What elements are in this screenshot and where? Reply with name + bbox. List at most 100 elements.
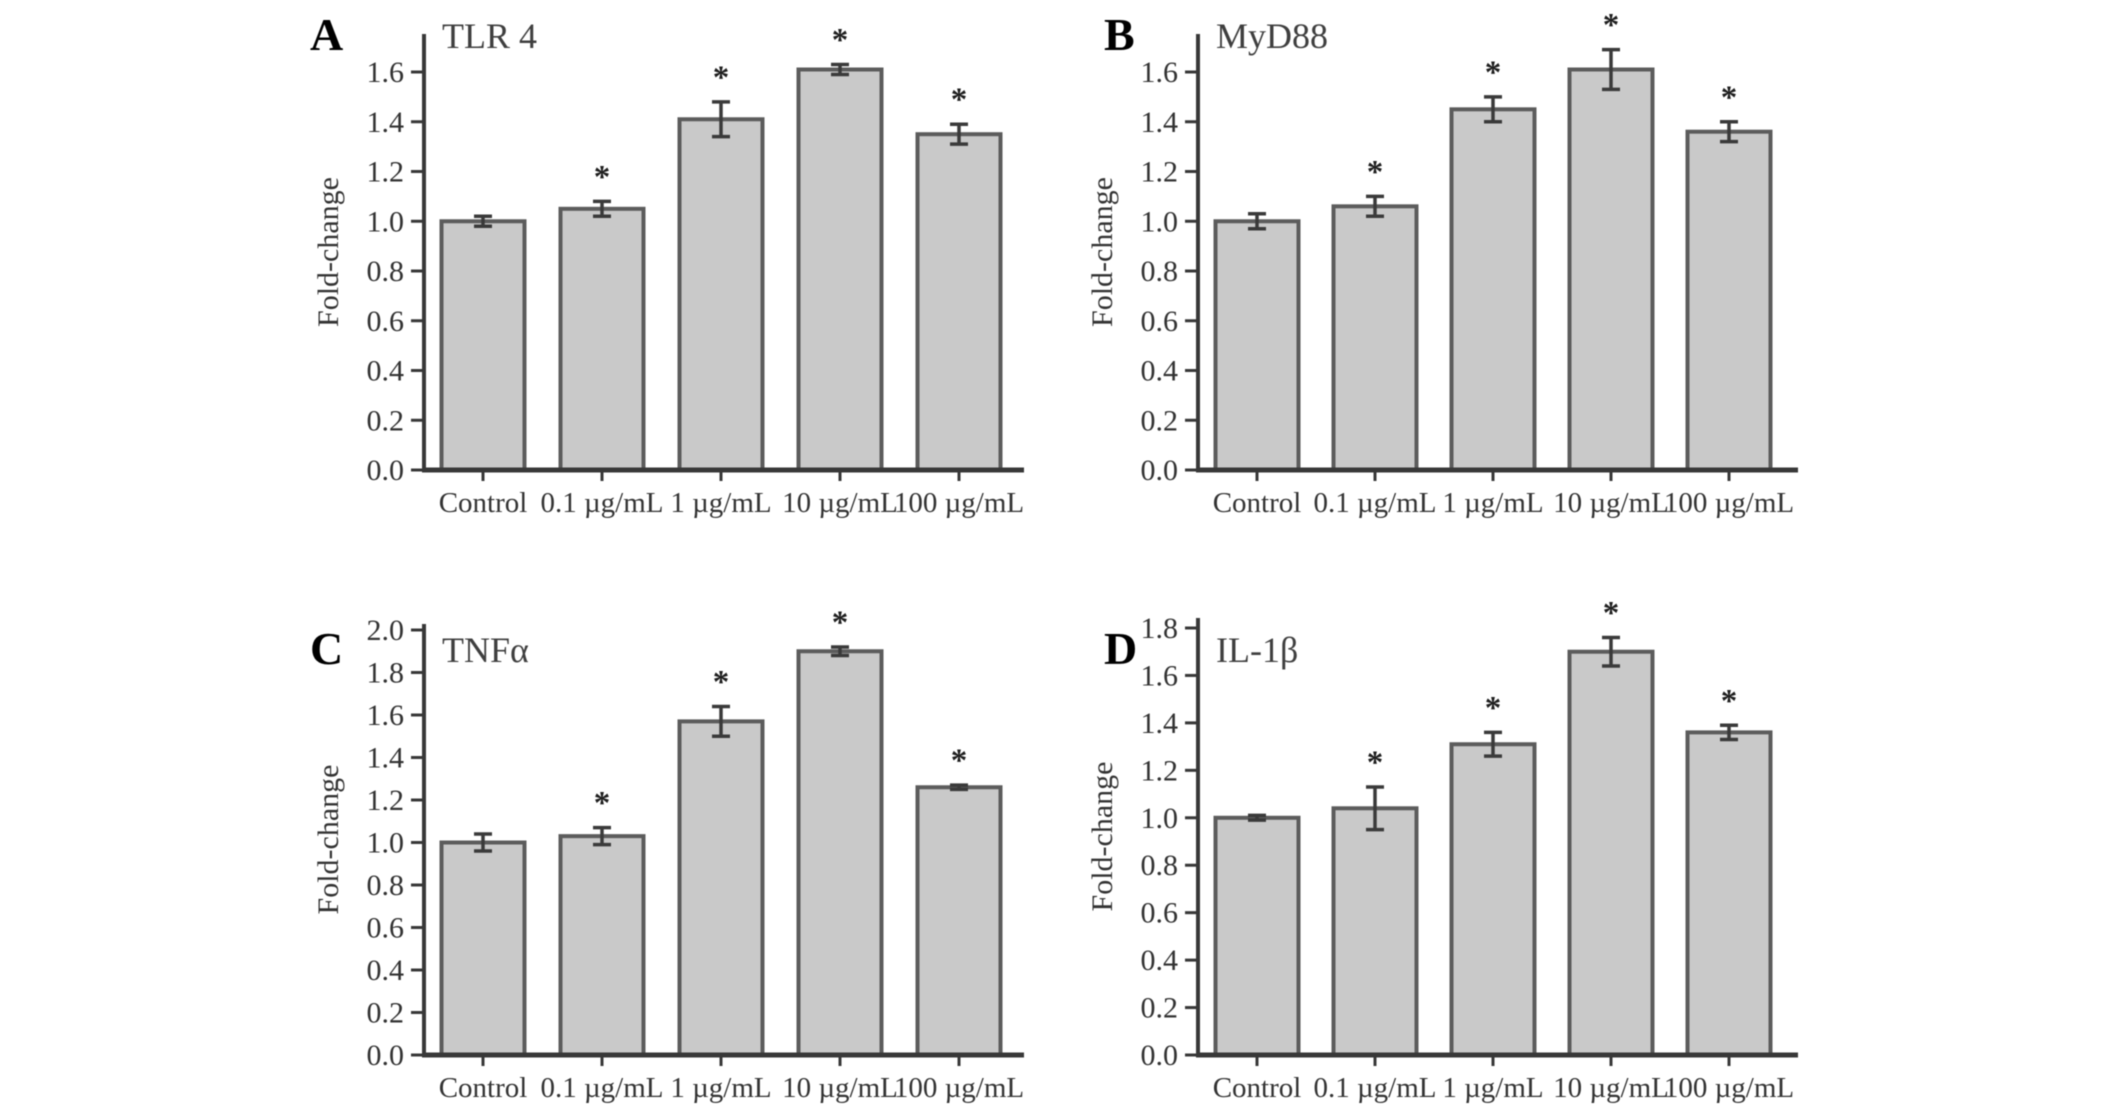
sig-asterisk: * (594, 786, 611, 822)
y-tick-label: 0.8 (367, 255, 405, 288)
panel-title-d: IL-1β (1216, 630, 1299, 670)
category-label: 1 µg/mL (1442, 1072, 1543, 1104)
y-tick-label: 1.0 (1141, 205, 1179, 238)
sig-asterisk: * (1721, 80, 1738, 116)
y-tick-label: 0.2 (1141, 992, 1179, 1025)
y-tick-label: 0.8 (367, 869, 405, 902)
bar (915, 132, 1003, 472)
y-tick-label: 1.4 (367, 742, 405, 775)
y-tick-label: 1.8 (1141, 612, 1179, 645)
panel-b: B MyD88 0.0 0.2 0.4 0.6 0.8 1.0 1.2 1.4 1.6 Fold-… (1090, 0, 1920, 580)
y-tick-label: 0.6 (367, 912, 405, 945)
sig-asterisk: * (1367, 745, 1384, 781)
y-tick-label: 1.4 (1141, 707, 1179, 740)
bar (915, 785, 1003, 1057)
chart-svg: 0.0 0.2 0.4 0.6 0.8 1.0 1.2 1.4 1.6 1.8 2.0 Fold-ch… (312, 605, 1024, 1104)
category-label: 10 µg/mL (782, 1072, 898, 1104)
sig-asterisk: * (713, 60, 730, 96)
sig-asterisk: * (1603, 595, 1620, 631)
y-tick-label: 1.2 (1141, 156, 1179, 189)
category-label: 1 µg/mL (1442, 487, 1543, 519)
bar (1567, 67, 1655, 472)
category-label: Control (1213, 487, 1302, 519)
y-tick-label: 1.2 (367, 784, 405, 817)
y-tick-label: 0.8 (1141, 255, 1179, 288)
bar (1213, 219, 1301, 472)
category-label: Control (1213, 1072, 1302, 1104)
category-label: 100 µg/mL (1664, 1072, 1794, 1104)
sig-asterisk: * (1721, 683, 1738, 719)
y-tick-label: 0.6 (1141, 897, 1179, 930)
y-tick-label: 1.6 (367, 699, 405, 732)
sig-asterisk: * (832, 605, 849, 641)
panel-a: A TLR 4 0.0 0.2 0.4 0.6 0.8 1.0 1.2 1.4 1.6 Fold-… (300, 0, 1130, 580)
y-tick-label: 0.0 (367, 1039, 405, 1072)
category-label: 100 µg/mL (1664, 487, 1794, 519)
sig-asterisk: * (951, 743, 968, 779)
panel-title-b: MyD88 (1216, 16, 1329, 56)
panel-letter-c: C (310, 623, 345, 674)
category-label: 10 µg/mL (782, 487, 898, 519)
category-label: Control (439, 487, 528, 519)
category-label: 100 µg/mL (894, 487, 1024, 519)
y-tick-label: 0.4 (367, 355, 405, 388)
category-label: 0.1 µg/mL (540, 1072, 663, 1104)
y-tick-label: 2.0 (367, 614, 405, 647)
y-tick-label: 1.0 (367, 205, 405, 238)
bar (1331, 806, 1419, 1057)
y-axis-label: Fold-change (312, 765, 345, 915)
bar (1685, 129, 1773, 472)
y-tick-label: 1.6 (1141, 56, 1179, 89)
y-tick-label: 0.4 (1141, 355, 1179, 388)
category-label: 1 µg/mL (670, 487, 771, 519)
category-label: 0.1 µg/mL (540, 487, 663, 519)
category-label: 10 µg/mL (1553, 1072, 1669, 1104)
y-tick-label: 1.2 (1141, 754, 1179, 787)
y-tick-label: 1.4 (367, 106, 405, 139)
y-tick-label: 0.6 (367, 305, 405, 338)
bar (1449, 742, 1537, 1057)
sig-asterisk: * (713, 665, 730, 701)
category-label: 0.1 µg/mL (1313, 1072, 1436, 1104)
sig-asterisk: * (951, 82, 968, 118)
y-tick-label: 0.0 (367, 454, 405, 487)
bar (1331, 204, 1419, 472)
category-label: 0.1 µg/mL (1313, 487, 1436, 519)
y-tick-label: 0.4 (1141, 944, 1179, 977)
panel-title-c: TNFα (442, 630, 529, 670)
y-tick-label: 0.8 (1141, 849, 1179, 882)
bar (1213, 815, 1301, 1057)
panel-letter-a: A (310, 9, 345, 60)
bar (677, 719, 765, 1057)
y-tick-label: 1.8 (367, 657, 405, 690)
y-tick-label: 1.4 (1141, 106, 1179, 139)
y-tick-label: 0.2 (367, 997, 405, 1030)
sig-asterisk: * (594, 159, 611, 195)
y-tick-label: 0.0 (1141, 1039, 1179, 1072)
category-label: 1 µg/mL (670, 1072, 771, 1104)
y-tick-label: 1.6 (367, 56, 405, 89)
y-tick-label: 0.6 (1141, 305, 1179, 338)
sig-asterisk: * (1367, 154, 1384, 190)
category-label: 10 µg/mL (1553, 487, 1669, 519)
y-tick-label: 1.6 (1141, 659, 1179, 692)
y-axis-label: Fold-change (312, 177, 345, 327)
sig-asterisk: * (1603, 8, 1620, 44)
bar (1685, 730, 1773, 1057)
y-axis-label: Fold-change (1090, 177, 1119, 327)
bar (1567, 649, 1655, 1057)
bar (439, 840, 527, 1057)
y-tick-label: 0.2 (367, 404, 405, 437)
category-label: Control (439, 1072, 528, 1104)
sig-asterisk: * (832, 23, 849, 59)
panel-title-a: TLR 4 (442, 16, 537, 56)
y-tick-label: 1.0 (1141, 802, 1179, 835)
panel-c: C TNFα 0.0 0.2 0.4 0.6 0.8 1.0 1.2 1.4 1.6 1.8 2.0… (300, 588, 1130, 1109)
bar (677, 117, 765, 472)
panel-letter-b: B (1104, 9, 1136, 60)
y-tick-label: 1.0 (367, 827, 405, 860)
y-axis-label: Fold-change (1090, 762, 1119, 912)
bar (1449, 107, 1537, 472)
bar (558, 206, 646, 472)
